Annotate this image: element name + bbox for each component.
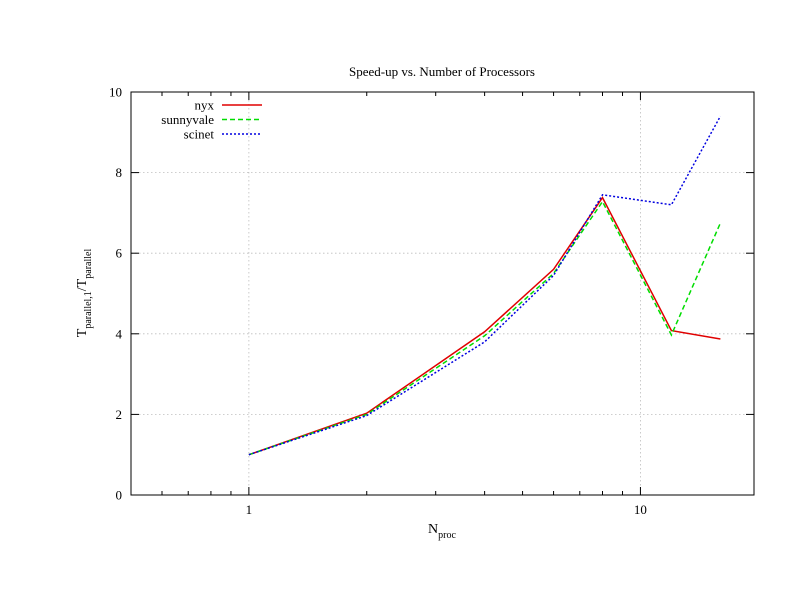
grid-layer — [131, 92, 754, 495]
y-tick-label: 0 — [116, 488, 123, 503]
legend-label-sunnyvale: sunnyvale — [161, 112, 214, 127]
y-axis-title-separator: /T — [75, 278, 90, 291]
series-line-sunnyvale — [248, 200, 722, 456]
y-axis-title-main: T — [75, 328, 90, 337]
chart-title: Speed-up vs. Number of Processors — [349, 64, 535, 79]
y-tick-label: 8 — [116, 165, 123, 180]
y-tick-label: 10 — [109, 85, 122, 100]
y-axis-title: Tparallel,1/Tparallel — [75, 249, 94, 338]
legend-label-scinet: scinet — [184, 127, 215, 142]
series-line-scinet — [248, 115, 722, 456]
x-axis-title-main: N — [428, 522, 438, 537]
y-tick-label: 6 — [116, 246, 123, 261]
x-axis-title: Nproc — [428, 522, 456, 541]
series-layer — [248, 115, 722, 456]
x-tick-label: 10 — [634, 502, 647, 517]
y-axis-title-sub2: parallel — [83, 249, 94, 279]
x-tick-label: 1 — [246, 502, 253, 517]
y-tick-label: 2 — [116, 407, 123, 422]
plot-frame — [130, 91, 755, 496]
tick-label-layer: 0 2 4 6 8 10 1 10 — [109, 85, 647, 518]
y-axis-title-sub1: parallel,1 — [83, 291, 94, 328]
legend-label-nyx: nyx — [195, 98, 215, 113]
series-line-nyx — [248, 196, 721, 456]
y-tick-label: 4 — [116, 326, 123, 341]
x-axis-title-sub: proc — [438, 530, 456, 541]
tick-layer — [130, 91, 754, 496]
